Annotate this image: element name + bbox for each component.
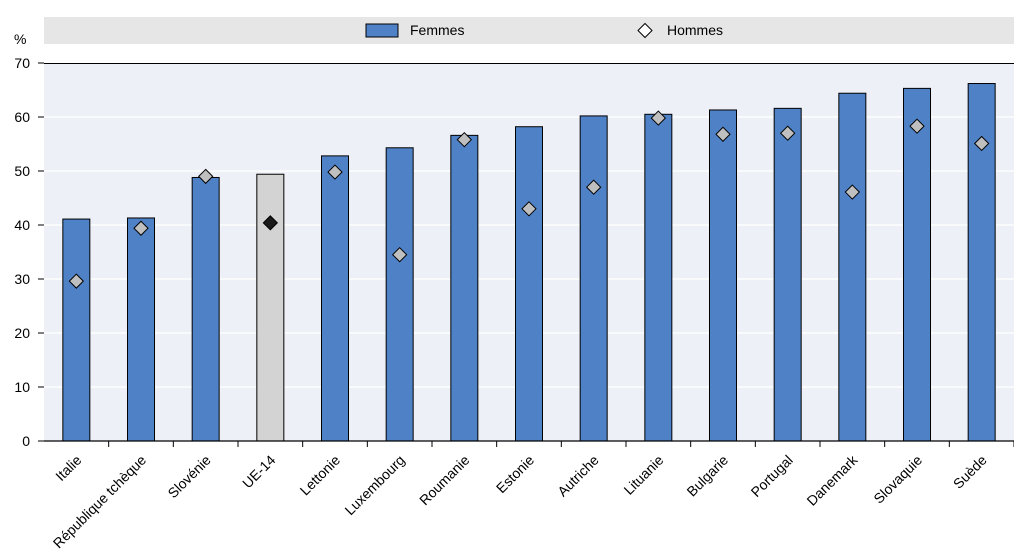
bar-femmes-portugal: [773, 107, 802, 442]
bar-femmes-slovenie: [191, 176, 220, 442]
bar-femmes-danemark: [838, 92, 867, 442]
legend-swatch-femmes: [365, 23, 399, 38]
bar-femmes-ue-14: [256, 173, 285, 442]
legend: Femmes Hommes: [365, 22, 723, 39]
bar-femmes-estonie: [515, 126, 543, 442]
marker-hommes-portugal: [779, 125, 796, 141]
legend-background: [44, 17, 1014, 44]
y-tick-label-70: 70: [14, 55, 30, 71]
marker-hommes-ue-14: [262, 215, 279, 231]
marker-hommes-roumanie: [456, 131, 473, 148]
x-tick-label-roumanie: Roumanie: [416, 452, 473, 509]
y-tick-label-40: 40: [14, 217, 30, 233]
y-tick-label-30: 30: [14, 271, 30, 287]
bar-femmes-bulgarie: [709, 109, 737, 442]
x-tick-label-estonie: Estonie: [493, 452, 537, 496]
legend-label-femmes: Femmes: [410, 22, 464, 38]
bar-femmes-lituanie: [644, 113, 673, 442]
marker-hommes-bulgarie: [715, 126, 731, 142]
y-tick-label-0: 0: [22, 433, 30, 449]
y-tick-label-10: 10: [14, 379, 30, 395]
legend-marker-hommes: [637, 22, 653, 39]
x-tick-label-autriche: Autriche: [554, 452, 602, 500]
x-tick-label-luxembourg: Luxembourg: [341, 452, 407, 518]
marker-hommes-lituanie: [650, 110, 667, 126]
bar-femmes-roumanie: [450, 134, 479, 442]
bar-femmes-luxembourg: [385, 147, 414, 442]
x-tick-label-slovenie: Slovénie: [165, 452, 214, 501]
x-tick-label-italie: Italie: [52, 452, 84, 484]
x-tick-label-ue-14: UE-14: [239, 452, 279, 492]
marker-hommes-suede: [973, 135, 990, 152]
marker-hommes-estonie: [521, 201, 537, 217]
legend-label-hommes: Hommes: [667, 22, 723, 38]
marker-hommes-slovaquie: [909, 118, 925, 134]
x-tick-label-bulgarie: Bulgarie: [683, 452, 731, 500]
marker-hommes-republique-tcheque: [133, 220, 149, 236]
marker-hommes-luxembourg: [391, 246, 408, 263]
marker-hommes-danemark: [844, 184, 861, 200]
bar-femmes-autriche: [579, 115, 608, 442]
bar-femmes-italie: [62, 218, 91, 442]
marker-hommes-lettonie: [327, 164, 343, 180]
y-tick-label-60: 60: [14, 109, 30, 125]
y-axis: 0 10 20 30 40 50 60 70: [14, 55, 44, 449]
bar-femmes-republique-tcheque: [127, 217, 155, 442]
bars: [62, 83, 996, 442]
markers: [68, 110, 990, 289]
marker-hommes-italie: [68, 273, 85, 289]
bar-femmes-slovaquie: [903, 87, 931, 442]
x-tick-label-lettonie: Lettonie: [297, 452, 344, 499]
x-tick-label-danemark: Danemark: [803, 451, 861, 509]
y-tick-label-20: 20: [14, 325, 30, 341]
y-axis-unit-label: %: [14, 31, 26, 47]
marker-hommes-autriche: [585, 179, 602, 195]
x-tick-label-slovaquie: Slovaquie: [870, 452, 925, 507]
x-tick-label-suede: Suède: [950, 452, 990, 492]
bar-femmes-lettonie: [321, 155, 349, 442]
x-tick-label-lituanie: Lituanie: [620, 452, 666, 498]
marker-hommes-slovenie: [197, 168, 214, 185]
x-tick-label-portugal: Portugal: [748, 452, 796, 500]
y-tick-label-50: 50: [14, 163, 30, 179]
